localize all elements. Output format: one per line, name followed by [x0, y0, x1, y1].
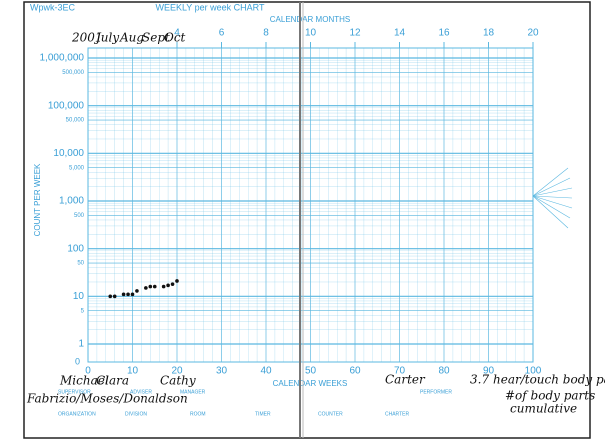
field-label: TIMER — [255, 411, 271, 417]
data-point — [130, 292, 135, 297]
x2-tick-label: 14 — [394, 28, 406, 39]
field-label: DIVISION — [125, 411, 147, 417]
month-note: Sept — [142, 31, 170, 45]
year-note: 2001 — [71, 31, 103, 45]
field-label: CHARTER — [385, 411, 409, 417]
x2-tick-label: 16 — [438, 28, 450, 39]
y-tick-label: 10,000 — [53, 148, 84, 159]
x2-tick-label: 8 — [263, 28, 269, 39]
manager-name: Cathy — [160, 374, 196, 388]
rate-note: 3.7 — [470, 373, 489, 387]
y-tick-label: 100 — [67, 243, 84, 254]
x2-tick-label: 6 — [219, 28, 225, 39]
adviser-name: Clara — [96, 374, 129, 388]
zero-label: 0 — [75, 356, 80, 366]
x2-axis-label: CALENDAR MONTHS — [270, 15, 350, 24]
x-tick-label: 30 — [216, 366, 228, 377]
chart-name: WEEKLY per week CHART — [155, 2, 265, 12]
x-tick-label: 70 — [394, 366, 406, 377]
behavior-note: hear/touch body parts — [493, 373, 605, 387]
data-point — [148, 284, 153, 289]
x-tick-label: 80 — [438, 366, 450, 377]
y-tick-label: 100,000 — [48, 100, 85, 111]
x2-tick-label: 12 — [349, 28, 361, 39]
data-point — [112, 294, 117, 299]
supervisor-name: Michael — [59, 374, 109, 388]
y-tick-label: 5,000 — [69, 165, 85, 171]
form-id: Wpwk-3EC — [30, 2, 76, 12]
y-tick-label: 500,000 — [62, 70, 84, 76]
performer-name: Carter — [385, 373, 426, 387]
month-note: July — [93, 31, 119, 45]
data-point — [175, 279, 179, 283]
data-point — [170, 282, 175, 286]
x2-tick-label: 4 — [174, 28, 180, 39]
month-note: Oct — [164, 31, 186, 45]
field-label: COUNTER — [318, 411, 343, 417]
y-axis-label: COUNT PER WEEK — [33, 163, 42, 236]
field-label: PERFORMER — [420, 389, 452, 395]
y-tick-label: 5 — [81, 308, 85, 314]
field-label: SUPERVISOR — [58, 389, 91, 395]
organization-name: Fabrizio/Moses/Donaldson — [26, 392, 188, 406]
x-tick-label: 40 — [260, 366, 272, 377]
x-tick-label: 50 — [305, 366, 317, 377]
sd-fan — [532, 167, 573, 229]
field-label: ORGANIZATION — [58, 411, 96, 417]
y-tick-label: 1 — [78, 339, 84, 350]
data-point — [126, 292, 130, 297]
x2-tick-label: 18 — [483, 28, 495, 39]
y-tick-label: 500 — [74, 213, 85, 219]
x-tick-label: 60 — [349, 366, 361, 377]
data-point — [121, 292, 126, 297]
x-tick-label: 10 — [127, 366, 139, 377]
x-tick-label: 100 — [525, 366, 542, 377]
y-tick-label: 50 — [77, 261, 84, 267]
x-tick-label: 90 — [483, 366, 495, 377]
data-point — [161, 284, 166, 289]
x-axis-label: CALENDAR WEEKS — [273, 379, 348, 388]
data-point — [108, 294, 113, 299]
field-label: ROOM — [190, 411, 206, 417]
count-note: #of body parts — [505, 389, 595, 403]
field-label: ADVISER — [130, 389, 152, 395]
data-point — [166, 283, 170, 288]
y-tick-label: 50,000 — [66, 118, 85, 124]
data-point — [152, 284, 157, 289]
x2-tick-label: 20 — [527, 28, 539, 39]
y-tick-label: 1,000,000 — [40, 53, 85, 64]
data-point — [135, 289, 139, 293]
count-note: cumulative — [510, 402, 577, 416]
x-tick-label: 20 — [171, 366, 183, 377]
x-tick-label: 0 — [85, 366, 91, 377]
y-tick-label: 10 — [73, 291, 85, 302]
field-label: MANAGER — [180, 389, 206, 395]
y-tick-label: 1,000 — [59, 196, 84, 207]
data-point — [144, 286, 148, 290]
x2-tick-label: 10 — [305, 28, 317, 39]
month-note: Aug — [119, 31, 144, 45]
